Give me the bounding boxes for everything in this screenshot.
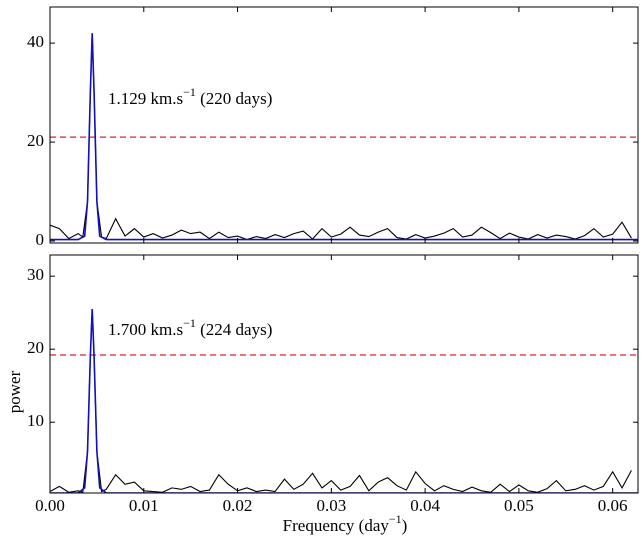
text-part: Frequency (day xyxy=(283,516,390,535)
x-tick-label: 0.05 xyxy=(504,496,534,515)
annotation: 1.129 km.s−1 (220 days) xyxy=(108,85,272,108)
text-part: ) xyxy=(402,516,408,535)
series-line xyxy=(50,33,632,241)
x-tick-label: 0.04 xyxy=(410,496,440,515)
superscript: −1 xyxy=(183,316,196,330)
plot-frame xyxy=(49,254,639,494)
text-part: (220 days) xyxy=(196,89,272,108)
superscript: −1 xyxy=(183,85,196,99)
y-axis-label: power xyxy=(5,370,24,413)
text-part: (224 days) xyxy=(196,320,272,339)
series-line xyxy=(50,308,632,493)
x-tick-label: 0.01 xyxy=(129,496,159,515)
x-tick-label: 0.06 xyxy=(598,496,628,515)
y-tick-label: 10 xyxy=(27,411,44,430)
y-tick-label: 20 xyxy=(27,338,44,357)
annotation: 1.700 km.s−1 (224 days) xyxy=(108,316,272,339)
text-part: 1.129 km.s xyxy=(108,89,183,108)
plot-frame xyxy=(49,6,639,244)
x-tick-label: 0.02 xyxy=(223,496,253,515)
text-part: 1.700 km.s xyxy=(108,320,183,339)
y-tick-label: 0 xyxy=(36,230,45,249)
series-line xyxy=(50,308,638,493)
y-tick-label: 20 xyxy=(27,131,44,150)
series-line xyxy=(50,33,638,241)
y-tick-label: 40 xyxy=(27,32,44,51)
superscript: −1 xyxy=(389,512,402,526)
y-tick-label: 30 xyxy=(27,265,44,284)
x-axis-label: Frequency (day−1) xyxy=(283,512,408,535)
x-tick-label: 0.03 xyxy=(316,496,346,515)
x-tick-label: 0.00 xyxy=(35,496,65,515)
